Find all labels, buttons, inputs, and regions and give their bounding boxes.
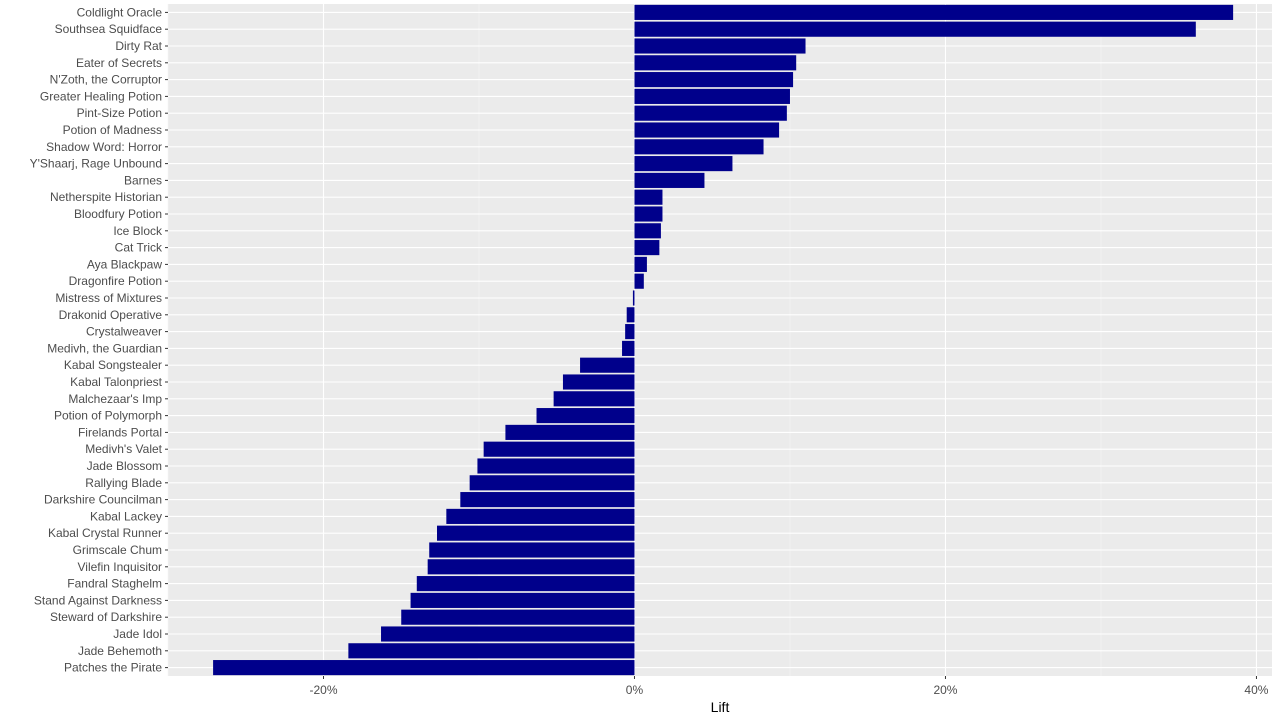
category-label: Potion of Madness: [63, 123, 162, 137]
bar: [634, 206, 663, 222]
category-label: Rallying Blade: [85, 476, 162, 490]
category-label: Medivh's Valet: [85, 442, 162, 456]
category-label: Coldlight Oracle: [77, 5, 163, 19]
category-label: Ice Block: [113, 224, 163, 238]
bar: [634, 256, 647, 272]
category-label: Eater of Secrets: [76, 56, 162, 70]
bar: [634, 156, 733, 172]
bar: [381, 626, 635, 642]
bar: [469, 475, 635, 491]
category-label: Netherspite Historian: [50, 190, 162, 204]
bar: [437, 525, 635, 541]
category-label: Shadow Word: Horror: [46, 140, 162, 154]
bar: [625, 324, 635, 340]
category-label: Y'Shaarj, Rage Unbound: [30, 157, 162, 171]
category-label: Pint-Size Potion: [77, 106, 162, 120]
category-label: Dragonfire Potion: [69, 274, 162, 288]
x-tick-label: -20%: [309, 683, 337, 697]
bar: [634, 38, 806, 54]
bar: [580, 357, 635, 373]
bar: [427, 559, 635, 575]
bar: [483, 441, 635, 457]
category-label: Cat Trick: [115, 241, 163, 255]
category-label: Jade Blossom: [87, 459, 162, 473]
bar: [348, 643, 635, 659]
category-label: Stand Against Darkness: [34, 593, 162, 607]
category-label: Bloodfury Potion: [74, 207, 162, 221]
category-label: Kabal Lackey: [90, 509, 162, 523]
bar: [416, 576, 635, 592]
bar: [213, 660, 635, 676]
category-label: N'Zoth, the Corruptor: [50, 73, 162, 87]
plot-panel: [168, 4, 1272, 676]
bar: [634, 223, 661, 239]
bar: [429, 542, 635, 558]
category-label: Barnes: [124, 173, 162, 187]
bar: [634, 273, 644, 289]
bar: [562, 374, 635, 390]
category-label: Aya Blackpaw: [87, 257, 162, 271]
bar: [634, 172, 705, 188]
bar: [634, 21, 1196, 37]
category-label: Kabal Songstealer: [64, 358, 162, 372]
category-label: Dirty Rat: [115, 39, 162, 53]
category-label: Southsea Squidface: [55, 22, 163, 36]
bar: [634, 189, 663, 205]
category-label: Grimscale Chum: [73, 543, 162, 557]
y-axis: Coldlight Oracle Southsea Squidface Dirty …: [30, 5, 168, 675]
bar: [446, 508, 635, 524]
bars: [213, 4, 1234, 676]
category-label: Drakonid Operative: [59, 308, 163, 322]
x-axis: -20% 0% 20% 40%: [309, 676, 1269, 697]
category-label: Kabal Crystal Runner: [48, 526, 162, 540]
bar: [477, 458, 635, 474]
bar: [634, 88, 790, 104]
category-label: Darkshire Councilman: [44, 493, 162, 507]
bar: [622, 340, 635, 356]
x-tick-label: 40%: [1244, 683, 1268, 697]
category-label: Kabal Talonpriest: [70, 375, 163, 389]
x-tick-label: 0%: [626, 683, 644, 697]
bar: [634, 139, 764, 155]
bar: [634, 122, 780, 138]
category-label: Potion of Polymorph: [54, 409, 162, 423]
bar: [460, 492, 635, 508]
category-label: Steward of Darkshire: [50, 610, 162, 624]
category-label: Vilefin Inquisitor: [78, 560, 163, 574]
bar: [401, 609, 635, 625]
category-label: Jade Behemoth: [78, 644, 162, 658]
bar: [634, 4, 1234, 20]
category-label: Patches the Pirate: [64, 661, 162, 675]
bar: [553, 391, 635, 407]
bar: [634, 105, 787, 121]
bar: [536, 408, 635, 424]
category-label: Firelands Portal: [78, 425, 162, 439]
category-label: Medivh, the Guardian: [47, 341, 162, 355]
category-label: Mistress of Mixtures: [55, 291, 162, 305]
bar: [505, 424, 635, 440]
bar: [634, 240, 660, 256]
x-tick-label: 20%: [933, 683, 957, 697]
category-label: Crystalweaver: [86, 325, 162, 339]
bar: [626, 307, 635, 323]
x-axis-title: Lift: [711, 699, 730, 715]
bar: [634, 55, 797, 71]
bar: [632, 290, 635, 306]
bar: [634, 72, 794, 88]
category-label: Malchezaar's Imp: [68, 392, 162, 406]
category-label: Jade Idol: [113, 627, 162, 641]
bar: [410, 592, 635, 608]
category-label: Greater Healing Potion: [40, 89, 162, 103]
category-label: Fandral Staghelm: [67, 577, 162, 591]
